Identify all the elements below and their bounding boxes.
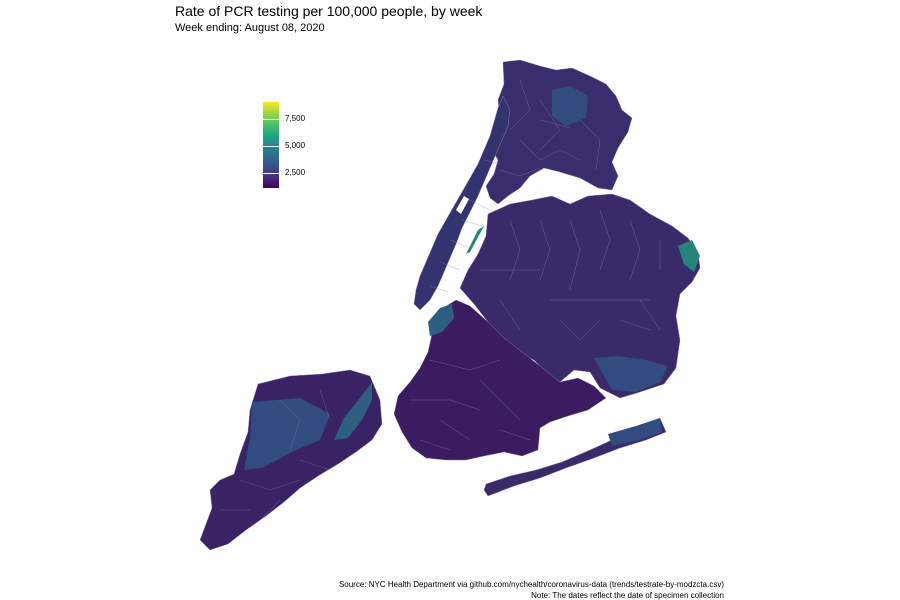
chart-title: Rate of PCR testing per 100,000 people, … <box>175 3 483 19</box>
queens-region <box>459 193 701 399</box>
queens-east-highlight <box>678 240 700 272</box>
note-caption: Note: The dates reflect the date of spec… <box>531 591 724 600</box>
sunset-park-highlight <box>428 304 454 336</box>
chart-subtitle: Week ending: August 08, 2020 <box>175 22 325 34</box>
legend-tick-mark-7500 <box>263 119 279 120</box>
central-park <box>456 196 469 214</box>
bronx-region <box>485 59 633 205</box>
bronx-riverdale-highlight <box>552 86 588 126</box>
legend-colorbar <box>263 102 279 188</box>
legend-tick-mark-5000 <box>263 146 279 147</box>
legend-tick-label-5000: 5,000 <box>285 141 306 150</box>
legend-tick-label-7500: 7,500 <box>285 114 306 123</box>
rockaway-east-highlight <box>608 418 662 446</box>
color-legend: 7,500 5,000 2,500 <box>263 102 323 192</box>
legend-tick-mark-2500 <box>263 173 279 174</box>
staten-island-north-highlight <box>334 382 372 440</box>
brooklyn-region <box>393 299 607 461</box>
zip-boundaries <box>220 79 661 521</box>
legend-tick-label-2500: 2,500 <box>285 168 306 177</box>
roosevelt-island-highlight <box>466 226 484 254</box>
staten-island-west-shore-highlight <box>244 398 330 470</box>
source-caption: Source: NYC Health Department via github… <box>338 580 724 589</box>
staten-island-region <box>199 369 383 551</box>
queens-south-highlight <box>594 356 668 392</box>
